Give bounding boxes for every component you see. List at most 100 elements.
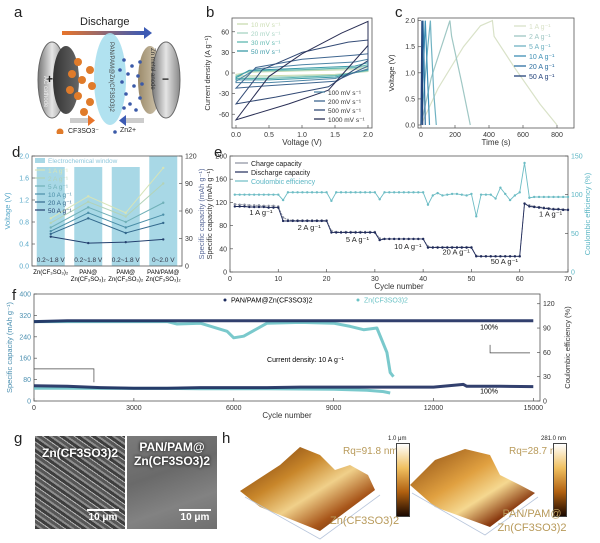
d-bar-label: 0~2.0 V [152,257,175,264]
e-series-point [325,191,328,194]
minus-sign: − [162,72,170,86]
d-capacity-point [49,235,52,238]
e-series-point [426,203,430,206]
e-series-point [537,195,541,199]
e-series-point [243,205,246,208]
e-series-point [267,204,270,208]
e-series-point [354,231,357,234]
e-series-point [378,238,381,242]
d-legend-swatch [35,158,45,163]
d-capacity-point [87,195,90,198]
d-capacity-point [124,226,127,229]
e-series-point [238,205,241,208]
e-series-point [417,191,420,194]
f-y2tick-label: 0 [543,399,547,406]
afm-label-bare: Zn(CF3SO3)2 [330,515,400,527]
d-legend-label: 50 A g⁻¹ [48,208,73,215]
d-ytick-label: 0.8 [19,220,29,227]
e-series-point [354,191,357,194]
e-series-point [306,219,309,223]
d-capacity-line [50,217,164,235]
panel-f-letter: f [12,287,17,304]
f-series-band [33,319,534,324]
afm-surface-gel [410,449,535,527]
d-y2tick-label: 30 [185,236,193,243]
b-legend-label: 100 mV s⁻¹ [328,90,362,97]
d-capacity-point [124,220,127,224]
c-ytick-label: 1.0 [405,70,415,77]
e-series-line [234,202,568,257]
e-series-point [344,231,348,234]
e-series-point [252,193,256,196]
d-capacity-point [87,217,90,220]
c-ytick-label: 0.0 [405,123,415,130]
chart-f-cycling: 0 3000 6000 9000 12000 15000 Cycle number 0 80 16… [5,292,572,421]
e-series-point [272,204,275,208]
e-series-point [518,255,521,258]
e-series-point [301,191,304,194]
panel-g-letter: g [14,430,23,447]
f-xtick-label: 6000 [226,405,242,412]
e-series-point [412,237,415,241]
panel-e-letter: e [214,144,223,161]
e-series-point [301,219,304,223]
f-annotation-current: Current density: 10 A g⁻¹ [267,357,345,364]
chart-b-cv: 0.0 0.5 1.0 1.5 2.0 Voltage (V) -60 -30 0 30 60 Cur… [203,17,373,147]
d-legend-label: 20 A g⁻¹ [48,200,73,207]
e-series-point [248,205,251,209]
afm-label-gel-line1: PAN/PAM@ [502,508,562,520]
d-legend-label: 5 A g⁻¹ [48,184,69,191]
f-ytick-label: 0 [27,399,31,406]
e-series-point [233,193,237,196]
e-series-point [281,219,285,223]
e-series-point [402,191,406,194]
e-series-point [412,191,415,194]
e-series-point [306,191,309,194]
e-series-point [450,192,454,196]
e-series-point [465,246,468,249]
d-ytick-label: 0.4 [19,242,29,249]
b-legend-label: 20 mV s⁻¹ [251,31,281,38]
e-series-point [533,205,536,209]
f-right-axis-arrow [489,344,531,354]
e-series-point [397,191,401,194]
e-series-point [566,208,570,212]
e-series-point [475,255,478,258]
e-xtick-label: 40 [419,276,427,283]
legend-zn-label: Zn2+ [120,127,137,134]
e-series-point [441,246,444,249]
c-xtick-label: 400 [483,132,495,139]
d-capacity-line [50,212,164,232]
e-y2tick-label: 50 [571,231,579,238]
f-ytick-label: 400 [19,292,31,299]
e-series-point [315,191,319,194]
e-series-point [460,246,463,249]
d-capacity-point [162,238,165,241]
e-series-point [238,193,241,196]
e-ylabel-secondary: Specific capacity (mAh g⁻¹) [197,168,206,260]
e-series-point [344,191,348,194]
d-capacity-point [87,211,90,215]
e-series-point [465,194,468,197]
e-legend-label: Charge capacity [251,161,302,168]
e-rate-label: 50 A g⁻¹ [491,257,519,266]
b-legend-label: 10 mV s⁻¹ [251,22,281,29]
e-series-point [392,191,396,194]
e-series-point [383,191,386,194]
d-legend-label: 2 A g⁻¹ [48,176,69,183]
e-series-point [504,192,507,196]
d-legend-label: 10 A g⁻¹ [48,192,73,199]
e-series-point [349,231,352,234]
e-series-point [388,191,391,194]
e-series-point [455,246,459,249]
e-series-point [364,191,367,194]
e-series-point [561,208,565,212]
d-capacity-point [162,221,165,225]
d-ytick-label: 1.2 [19,198,29,205]
e-legend-label: Discharge capacity [251,170,311,177]
e-series-point [248,204,251,207]
c-ylabel: Voltage (V) [387,54,396,92]
e-series-point [446,193,449,196]
d-capacity-point [87,206,90,209]
f-series-band [33,382,534,390]
